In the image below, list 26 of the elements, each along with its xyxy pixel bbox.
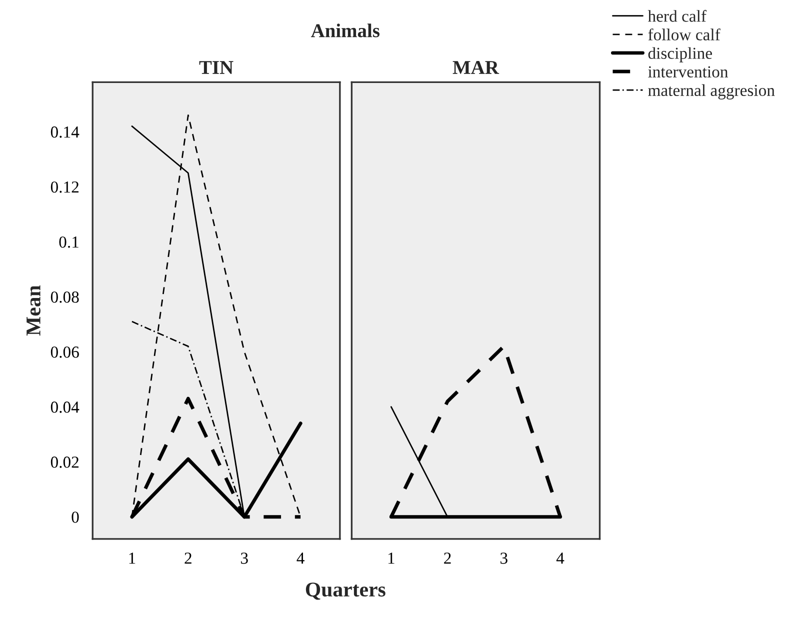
y-axis-title: Mean — [26, 285, 40, 336]
legend-label: intervention — [648, 66, 728, 78]
chart-title: TIN — [199, 61, 234, 74]
x-tick-label: 3 — [500, 552, 508, 564]
legend-label: follow calf — [648, 28, 720, 40]
x-tick-label: 1 — [129, 552, 136, 564]
legend-label: maternal aggresion — [648, 84, 775, 100]
legend-label: herd calf — [648, 10, 706, 22]
text: Animals — [311, 24, 380, 38]
chart-title: MAR — [452, 61, 500, 74]
y-tick-label: 0 — [72, 512, 79, 523]
x-tick-label: 4 — [556, 552, 564, 564]
y-tick-label: 0.1 — [59, 236, 78, 248]
y-tick-label: 0.12 — [50, 181, 79, 193]
x-tick-label: 2 — [184, 552, 192, 564]
y-tick-label: 0.02 — [50, 456, 79, 468]
x-axis-title: Quarters — [306, 582, 386, 600]
y-tick-label: 0.14 — [50, 126, 80, 138]
x-tick-label: 4 — [296, 552, 304, 564]
y-tick-label: 0.04 — [50, 402, 80, 413]
x-tick-label: 2 — [444, 552, 451, 564]
x-tick-label: 1 — [388, 552, 394, 564]
x-tick-label: 3 — [240, 552, 248, 564]
y-tick-label: 0.08 — [50, 291, 79, 303]
legend-label: discipline — [648, 47, 712, 62]
y-tick-label: 0.06 — [50, 346, 79, 358]
